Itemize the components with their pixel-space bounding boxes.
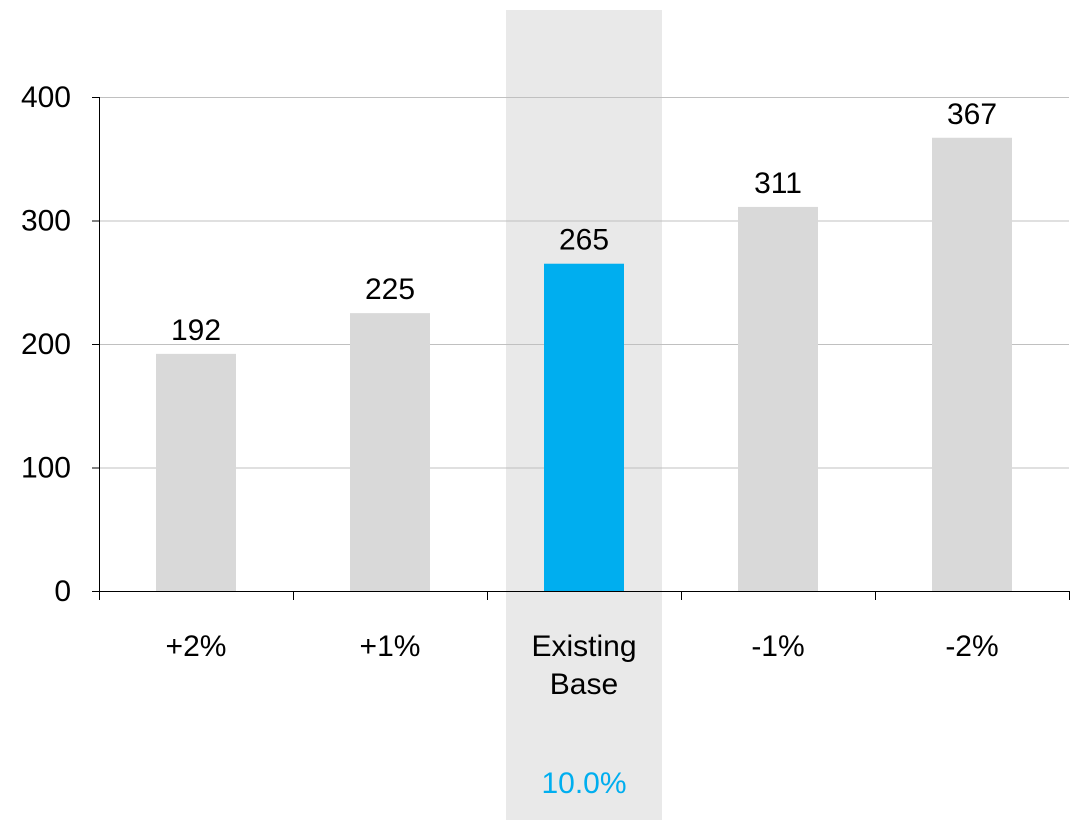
y-tick-label: 300 <box>21 205 71 238</box>
bar-value-label: 192 <box>171 314 221 347</box>
bar-value-label: 311 <box>754 167 802 200</box>
x-category-label: +1% <box>360 630 421 663</box>
y-tick-label: 400 <box>21 81 71 114</box>
bar <box>350 313 430 591</box>
x-category-label: Base <box>550 668 618 701</box>
x-category-label: +2% <box>166 630 227 663</box>
y-tick-label: 0 <box>54 575 71 608</box>
bar-value-label: 265 <box>559 224 609 257</box>
x-category-label: -1% <box>751 630 804 663</box>
bar <box>932 137 1012 591</box>
x-category-label: -2% <box>945 630 998 663</box>
x-category-label: Existing <box>531 630 636 663</box>
bar <box>156 353 236 591</box>
y-tick-label: 200 <box>21 328 71 361</box>
bar <box>738 206 818 592</box>
bar-value-label: 225 <box>365 273 415 306</box>
bar-highlighted <box>544 263 624 591</box>
bar-value-label: 367 <box>947 98 997 131</box>
highlight-note: 10.0% <box>541 767 626 800</box>
y-tick-label: 100 <box>21 452 71 485</box>
